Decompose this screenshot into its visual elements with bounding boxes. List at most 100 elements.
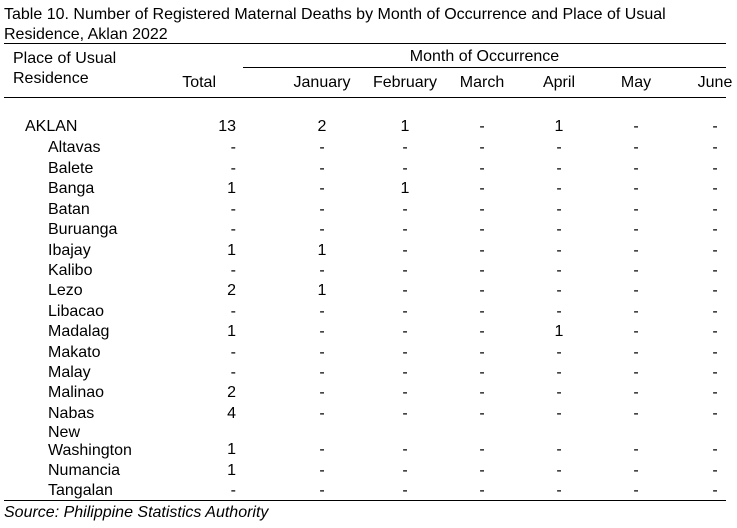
cell-month-1: - xyxy=(402,139,408,156)
cell-month-2: - xyxy=(479,405,485,422)
cell-month-5: - xyxy=(712,139,718,156)
cell-month-3: - xyxy=(556,282,562,299)
header-month-1: February xyxy=(372,74,438,91)
cell-total: 1 xyxy=(227,180,236,197)
cell-month-2: - xyxy=(479,323,485,340)
cell-total: - xyxy=(230,201,236,218)
cell-month-1: - xyxy=(402,344,408,361)
cell-month-2: - xyxy=(479,118,485,135)
cell-month-3: - xyxy=(556,303,562,320)
cell-month-4: - xyxy=(633,344,639,361)
cell-total: - xyxy=(230,221,236,238)
cell-month-0: 1 xyxy=(317,282,327,299)
cell-month-3: - xyxy=(556,482,562,499)
cell-month-5: - xyxy=(712,282,718,299)
cell-month-2: - xyxy=(479,364,485,381)
cell-month-1: - xyxy=(402,303,408,320)
cell-month-2: - xyxy=(479,180,485,197)
cell-month-1: - xyxy=(402,323,408,340)
cell-month-0: - xyxy=(319,139,325,156)
cell-month-3: - xyxy=(556,364,562,381)
cell-month-1: - xyxy=(402,262,408,279)
row-place-name: Madalag xyxy=(48,323,110,340)
table-title: Table 10. Number of Registered Maternal … xyxy=(4,6,666,43)
row-place-name: Ibajay xyxy=(48,242,91,259)
row-place-name: Batan xyxy=(48,201,90,218)
cell-month-1: - xyxy=(402,384,408,401)
cell-month-1: - xyxy=(402,441,408,458)
cell-month-4: - xyxy=(633,441,639,458)
row-place-name: Lezo xyxy=(48,282,83,299)
cell-month-1: - xyxy=(402,462,408,479)
row-place-name: Kalibo xyxy=(48,262,93,279)
cell-month-5: - xyxy=(712,384,718,401)
cell-month-1: - xyxy=(402,242,408,259)
source-note: Source: Philippine Statistics Authority xyxy=(4,504,269,521)
cell-month-5: - xyxy=(712,482,718,499)
cell-month-3: - xyxy=(556,201,562,218)
cell-month-3: - xyxy=(556,262,562,279)
cell-month-0: - xyxy=(319,384,325,401)
cell-total: 2 xyxy=(227,384,236,401)
header-place-of-usual-residence: Place of Usual Residence xyxy=(13,50,117,87)
cell-total: - xyxy=(230,303,236,320)
cell-total: 1 xyxy=(227,462,236,479)
cell-month-0: - xyxy=(319,482,325,499)
cell-month-4: - xyxy=(633,160,639,177)
cell-month-3: - xyxy=(556,180,562,197)
cell-month-3: - xyxy=(556,462,562,479)
cell-month-3: 1 xyxy=(554,323,564,340)
cell-month-3: - xyxy=(556,160,562,177)
cell-month-0: - xyxy=(319,405,325,422)
cell-month-2: - xyxy=(479,303,485,320)
cell-month-4: - xyxy=(633,405,639,422)
cell-total: 1 xyxy=(227,323,236,340)
row-place-name: AKLAN xyxy=(25,118,78,135)
header-bottom-rule xyxy=(4,97,726,98)
header-month-of-occurrence: Month of Occurrence xyxy=(409,48,560,65)
cell-month-4: - xyxy=(633,282,639,299)
row-place-name: Nabas xyxy=(48,405,95,422)
cell-month-3: - xyxy=(556,221,562,238)
cell-month-1: 1 xyxy=(400,180,410,197)
cell-month-0: 1 xyxy=(317,242,327,259)
cell-month-4: - xyxy=(633,221,639,238)
cell-month-5: - xyxy=(712,441,718,458)
cell-month-0: - xyxy=(319,344,325,361)
cell-month-2: - xyxy=(479,242,485,259)
cell-month-0: - xyxy=(319,323,325,340)
cell-month-2: - xyxy=(479,160,485,177)
cell-month-2: - xyxy=(479,441,485,458)
cell-month-3: - xyxy=(556,384,562,401)
cell-month-2: - xyxy=(479,384,485,401)
cell-month-0: - xyxy=(319,180,325,197)
cell-month-0: - xyxy=(319,441,325,458)
cell-total: 13 xyxy=(218,118,236,135)
cell-total: - xyxy=(230,364,236,381)
cell-month-3: - xyxy=(556,139,562,156)
cell-total: 1 xyxy=(227,242,236,259)
cell-total: 1 xyxy=(227,441,236,458)
cell-total: - xyxy=(230,262,236,279)
cell-month-4: - xyxy=(633,384,639,401)
cell-month-4: - xyxy=(633,201,639,218)
row-place-name: Malay xyxy=(48,364,91,381)
cell-month-2: - xyxy=(479,462,485,479)
cell-month-4: - xyxy=(633,462,639,479)
cell-total: - xyxy=(230,482,236,499)
cell-month-5: - xyxy=(712,242,718,259)
cell-month-0: - xyxy=(319,201,325,218)
row-place-name: Malinao xyxy=(48,384,105,401)
cell-month-5: - xyxy=(712,118,718,135)
cell-month-1: - xyxy=(402,482,408,499)
cell-total: 2 xyxy=(227,282,236,299)
bottom-rule xyxy=(4,500,726,501)
header-month-0: January xyxy=(293,74,351,91)
cell-month-1: - xyxy=(402,405,408,422)
cell-month-4: - xyxy=(633,323,639,340)
cell-month-5: - xyxy=(712,160,718,177)
row-place-name: Buruanga xyxy=(48,221,118,238)
header-month-2: March xyxy=(459,74,505,91)
cell-month-1: - xyxy=(402,221,408,238)
cell-month-0: - xyxy=(319,364,325,381)
